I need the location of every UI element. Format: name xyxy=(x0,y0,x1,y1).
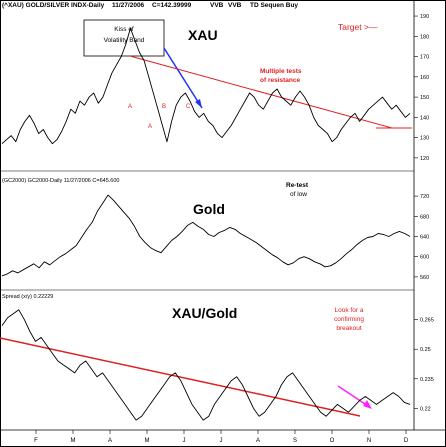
xtick-label: J xyxy=(183,438,186,444)
target-label: Target >— xyxy=(338,22,378,32)
xau-ytick-label: 170 xyxy=(420,55,429,61)
xtick-label: D xyxy=(404,438,409,444)
retest-label-line-2: of low xyxy=(290,191,307,198)
xau-ytick-label: 160 xyxy=(420,75,429,81)
xtick-label: O xyxy=(330,438,335,444)
resistance-label-line-1: Multiple tests xyxy=(260,68,302,75)
xtick-label: A xyxy=(256,438,260,444)
gold-ytick-label: 600 xyxy=(420,255,429,261)
marker-a-2: A xyxy=(148,124,152,130)
xtick-label: F xyxy=(34,438,38,444)
resistance-label-line-2: of resistance xyxy=(260,77,300,84)
spread-panel-header: Spread (x/y) 0.22229 xyxy=(2,294,53,300)
xau-gold-ytick-label: 0.22 xyxy=(420,406,431,412)
kiss-label-line-2: Volatility Band xyxy=(104,37,145,44)
xau-ytick-label: 180 xyxy=(420,34,429,40)
xau-ytick-label: 140 xyxy=(420,115,429,121)
xtick-label: J xyxy=(220,438,223,444)
kiss-label-line-1: Kiss of xyxy=(114,26,134,33)
xau-symbol-label: XAU xyxy=(188,27,218,43)
xau-ytick-label: 130 xyxy=(420,136,429,142)
xau-ytick-label: 150 xyxy=(420,95,429,101)
breakout-pointer-arrow xyxy=(337,385,369,407)
header-vvb-2: VVB xyxy=(228,2,242,9)
xau-gold-ytick-label: 0.265 xyxy=(420,318,434,324)
header-close: C=142.39999 xyxy=(152,2,192,9)
kiss-pointer-arrowhead xyxy=(195,99,202,108)
gold-label: Gold xyxy=(193,201,225,217)
xtick-label: N xyxy=(367,438,371,444)
xau-gold-series-line xyxy=(1,309,411,421)
xau-gold-ytick-label: 0.25 xyxy=(420,347,431,353)
xtick-label: A xyxy=(108,438,112,444)
xtick-label: M xyxy=(145,438,150,444)
gold-ytick-label: 720 xyxy=(420,194,429,200)
marker-c: C xyxy=(186,104,191,110)
xau-gold-ytick-label: 0.235 xyxy=(420,377,434,383)
breakout-note-line-3: breakout xyxy=(336,325,361,332)
xau-gold-label: XAU/Gold xyxy=(172,305,237,321)
breakout-note-line-1: Look for a xyxy=(335,307,364,314)
header-td-sequen: TD Sequen Buy xyxy=(250,2,298,9)
retest-label-line-1: Re-test xyxy=(286,182,309,189)
xau-ytick-label: 190 xyxy=(420,14,429,20)
marker-b: B xyxy=(162,104,166,110)
header-title: (^XAU) GOLD/SILVER INDX-Daily xyxy=(2,1,105,9)
marker-a-1: A xyxy=(128,104,132,110)
gold-series-line xyxy=(1,194,411,277)
gold-ytick-label: 680 xyxy=(420,214,429,220)
breakout-pointer-arrowhead xyxy=(363,400,372,409)
resistance-trend-line xyxy=(129,55,393,129)
header-date: 11/27/2006 xyxy=(112,2,145,9)
kiss-pointer-arrow xyxy=(163,47,203,109)
gold-panel-header: (GC2000) GC2000-Daily 11/27/2006 C=645.6… xyxy=(2,178,119,184)
chart-marks: 190 180 170 160 150 140 130 120 720 680 640 600 560 0… xyxy=(1,14,434,444)
breakout-note-line-2: confirming xyxy=(334,316,364,323)
xau-series-line xyxy=(1,27,411,145)
xau-ytick-label: 120 xyxy=(420,156,429,162)
spread-trend-line xyxy=(0,337,361,417)
xtick-label: S xyxy=(293,438,297,444)
gold-ytick-label: 640 xyxy=(420,235,429,241)
xtick-label: M xyxy=(71,438,76,444)
header-vvb-1: VVB xyxy=(210,2,224,9)
gold-ytick-label: 560 xyxy=(420,275,429,281)
